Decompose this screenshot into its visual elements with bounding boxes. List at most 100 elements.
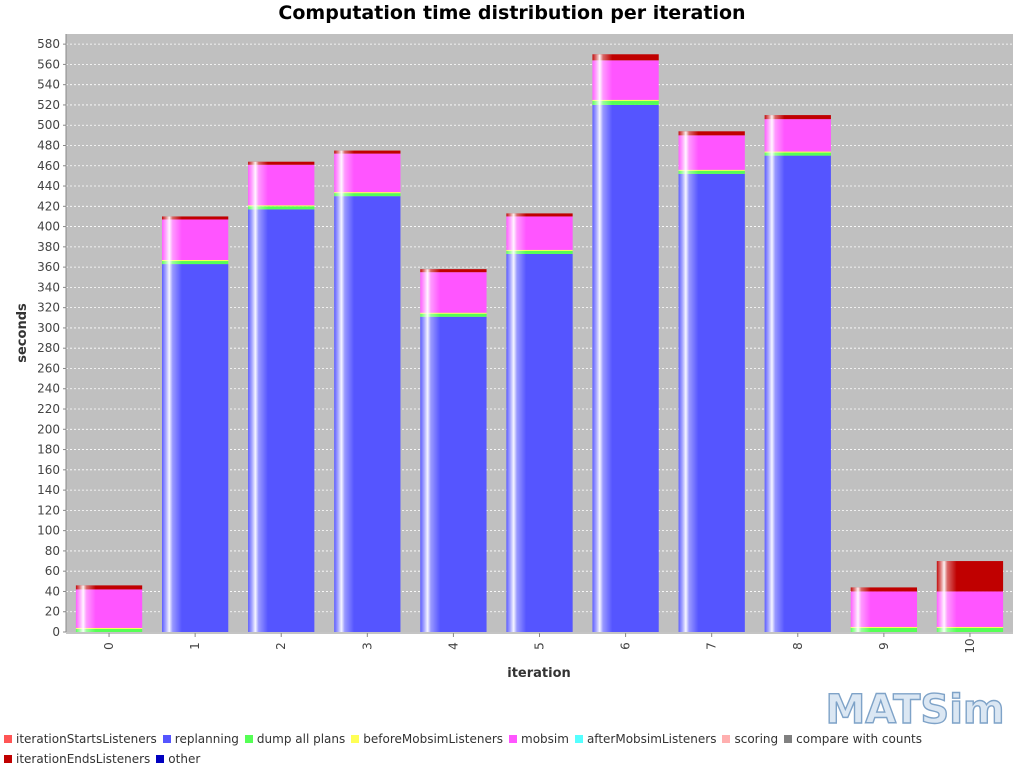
bar-highlight xyxy=(506,213,573,632)
y-tick-label: 480 xyxy=(37,138,60,152)
bar-stack-10 xyxy=(936,561,1004,632)
legend-item: iterationStartsListeners xyxy=(4,729,157,749)
legend-swatch xyxy=(509,735,518,743)
legend-label: compare with counts xyxy=(796,732,923,746)
legend-label: other xyxy=(168,752,201,766)
legend-swatch xyxy=(162,735,171,743)
x-tick-label: 0 xyxy=(102,642,116,650)
legend-label: iterationStartsListeners xyxy=(16,732,157,746)
legend-label: beforeMobsimListeners xyxy=(363,732,504,746)
legend-swatch xyxy=(4,735,12,743)
y-tick-label: 80 xyxy=(45,544,60,558)
x-tick-label: 8 xyxy=(791,642,805,650)
y-tick-label: 500 xyxy=(37,118,60,132)
y-tick-label: 460 xyxy=(37,159,60,173)
bar-stack-2 xyxy=(248,161,315,632)
y-tick-label: 240 xyxy=(37,382,60,396)
legend-swatch xyxy=(156,755,165,763)
bar-highlight xyxy=(161,216,229,632)
y-tick-label: 280 xyxy=(37,341,60,355)
y-tick-label: 160 xyxy=(37,463,60,477)
bar-highlight xyxy=(75,585,143,632)
bar-highlight xyxy=(420,269,487,632)
y-tick-label: 440 xyxy=(37,179,60,193)
legend-row: iterationStartsListeners replanning dump a… xyxy=(4,729,922,749)
legend-item: beforeMobsimListeners xyxy=(351,729,503,749)
legend-swatch xyxy=(4,755,12,763)
legend-swatch xyxy=(351,735,360,743)
legend-item: scoring xyxy=(722,729,778,749)
x-tick-label: 4 xyxy=(446,642,460,650)
legend-item: iterationEndsListeners xyxy=(4,749,150,769)
legend-item: other xyxy=(156,749,200,769)
y-tick-label: 580 xyxy=(37,37,60,51)
x-tick-label: 9 xyxy=(877,642,891,650)
bar-highlight xyxy=(248,161,315,632)
matsim-logo-text: MATSim xyxy=(826,688,1004,728)
y-tick-label: 40 xyxy=(45,584,60,598)
legend-label: iterationEndsListeners xyxy=(16,752,151,766)
legend-label: replanning xyxy=(174,732,239,746)
bar-stack-8 xyxy=(764,115,831,633)
y-ticks: 0 20 40 60 80 100 120 140 160 180 200 220 240 260 280 3… xyxy=(37,37,66,639)
bar-stack-6 xyxy=(592,54,659,633)
legend-item: compare with counts xyxy=(784,729,922,749)
bar-highlight xyxy=(850,587,918,632)
bar-highlight xyxy=(936,561,1004,632)
bar-stack-9 xyxy=(850,587,918,632)
y-tick-label: 20 xyxy=(45,605,60,619)
matsim-logo: MATSim xyxy=(826,688,1004,728)
y-tick-label: 260 xyxy=(37,361,60,375)
y-tick-label: 400 xyxy=(37,220,60,234)
y-tick-label: 560 xyxy=(37,57,60,71)
bar-stack-3 xyxy=(334,150,401,632)
legend-swatch xyxy=(574,735,583,743)
legend-item: dump all plans xyxy=(244,729,346,749)
legend-label: afterMobsimListeners xyxy=(586,732,717,746)
y-tick-label: 220 xyxy=(37,402,60,416)
legend-item: replanning xyxy=(162,729,239,749)
legend-item: mobsim xyxy=(509,729,569,749)
y-tick-label: 420 xyxy=(37,199,60,213)
legend-item: afterMobsimListeners xyxy=(574,729,717,749)
legend-label: scoring xyxy=(734,732,779,746)
y-tick-label: 520 xyxy=(37,98,60,112)
legend: iterationStartsListeners replanning dump a… xyxy=(4,729,922,769)
x-tick-label: 6 xyxy=(619,642,633,650)
y-tick-label: 140 xyxy=(37,483,60,497)
bar-stack-5 xyxy=(506,213,573,632)
x-tick-label: 7 xyxy=(705,642,719,650)
y-tick-label: 180 xyxy=(37,443,60,457)
y-tick-label: 200 xyxy=(37,422,60,436)
legend-label: mobsim xyxy=(521,732,569,746)
chart-title: Computation time distribution per iterat… xyxy=(278,2,746,24)
y-tick-label: 300 xyxy=(37,321,60,335)
bar-highlight xyxy=(334,150,401,632)
y-tick-label: 360 xyxy=(37,260,60,274)
bar-stack-1 xyxy=(161,216,229,632)
y-axis-label: seconds xyxy=(15,303,30,363)
legend-swatch xyxy=(244,735,253,743)
bar-highlight xyxy=(592,54,659,633)
bar-stack-4 xyxy=(420,269,487,632)
legend-swatch xyxy=(722,735,731,743)
x-tick-label: 10 xyxy=(963,638,977,653)
x-axis-label: iteration xyxy=(507,666,571,681)
legend-label: dump all plans xyxy=(256,732,346,746)
x-tick-label: 1 xyxy=(188,642,202,650)
y-tick-label: 0 xyxy=(52,625,60,639)
y-tick-label: 540 xyxy=(37,78,60,92)
bar-stack-0 xyxy=(75,585,143,632)
legend-swatch xyxy=(784,735,793,743)
bar-highlight xyxy=(678,131,745,632)
x-tick-label: 2 xyxy=(274,642,288,650)
bars xyxy=(75,54,1004,633)
y-tick-label: 100 xyxy=(37,524,60,538)
x-tick-label: 3 xyxy=(360,642,374,650)
y-tick-label: 120 xyxy=(37,503,60,517)
y-tick-label: 60 xyxy=(45,564,60,578)
bar-stack-7 xyxy=(678,131,745,632)
y-tick-label: 380 xyxy=(37,240,60,254)
legend-row: iterationEndsListeners other xyxy=(4,749,904,769)
